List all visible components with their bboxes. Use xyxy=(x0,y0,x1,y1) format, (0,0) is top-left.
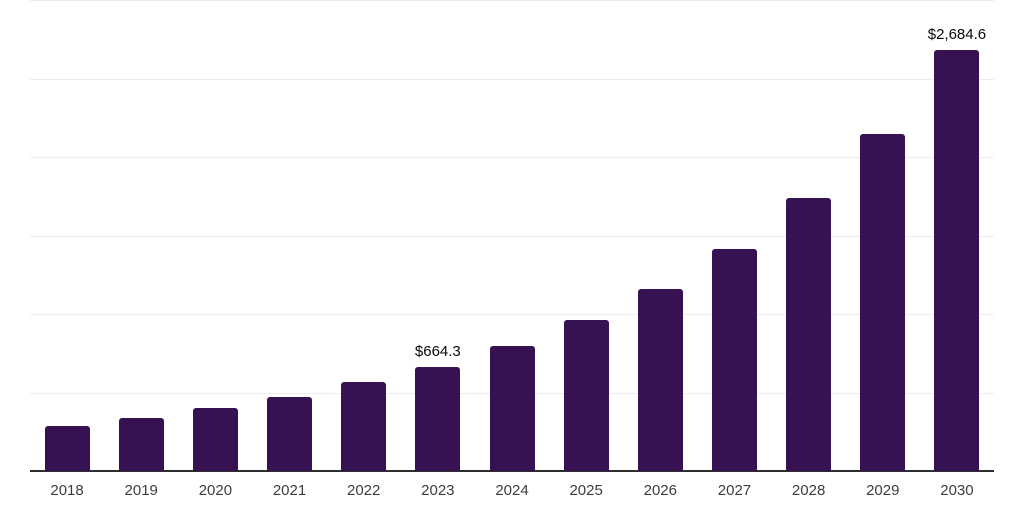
x-tick-2028: 2028 xyxy=(791,482,826,499)
x-axis-line xyxy=(30,470,994,472)
plot-area: $664.3 $2,684.6 xyxy=(30,0,994,472)
x-tick-2027: 2027 xyxy=(717,482,752,499)
gridline xyxy=(30,235,994,237)
bar-2030 xyxy=(934,49,980,471)
x-tick-2025: 2025 xyxy=(569,482,603,499)
bar-2027 xyxy=(711,248,757,471)
gridline xyxy=(30,78,994,80)
bar-2029 xyxy=(860,133,906,471)
x-tick-2029: 2029 xyxy=(866,482,900,499)
bar-2028 xyxy=(786,198,832,471)
bar-value-label-2030: $2,684.6 xyxy=(927,25,987,43)
x-tick-2020: 2020 xyxy=(198,482,233,499)
gridline xyxy=(30,0,994,1)
bar-2019 xyxy=(118,418,164,471)
bar-2020 xyxy=(192,407,238,471)
bar-2026 xyxy=(637,288,683,471)
bar-2022 xyxy=(341,382,387,471)
x-tick-2018: 2018 xyxy=(50,482,84,499)
x-axis-labels: 2018 2019 2020 2021 2022 2023 2024 2025 2026 2027… xyxy=(30,482,994,503)
bar-2021 xyxy=(267,396,313,471)
bar-2024 xyxy=(489,345,535,471)
bar-2018 xyxy=(44,425,90,471)
x-tick-2019: 2019 xyxy=(124,482,158,499)
x-tick-2021: 2021 xyxy=(272,482,307,499)
gridline xyxy=(30,157,994,158)
bar-2025 xyxy=(563,319,609,471)
x-tick-2022: 2022 xyxy=(347,482,381,499)
gridline xyxy=(30,314,994,315)
x-tick-2030: 2030 xyxy=(940,482,974,499)
x-tick-2026: 2026 xyxy=(643,482,677,499)
bar-2023 xyxy=(415,366,461,471)
x-tick-2024: 2024 xyxy=(495,482,529,499)
x-tick-2023: 2023 xyxy=(421,482,455,499)
bar-value-label-2023: $664.3 xyxy=(414,342,461,360)
